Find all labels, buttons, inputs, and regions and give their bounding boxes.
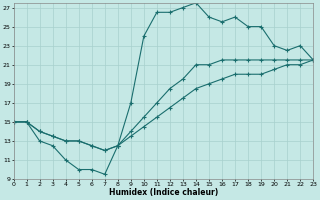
X-axis label: Humidex (Indice chaleur): Humidex (Indice chaleur) <box>109 188 218 197</box>
